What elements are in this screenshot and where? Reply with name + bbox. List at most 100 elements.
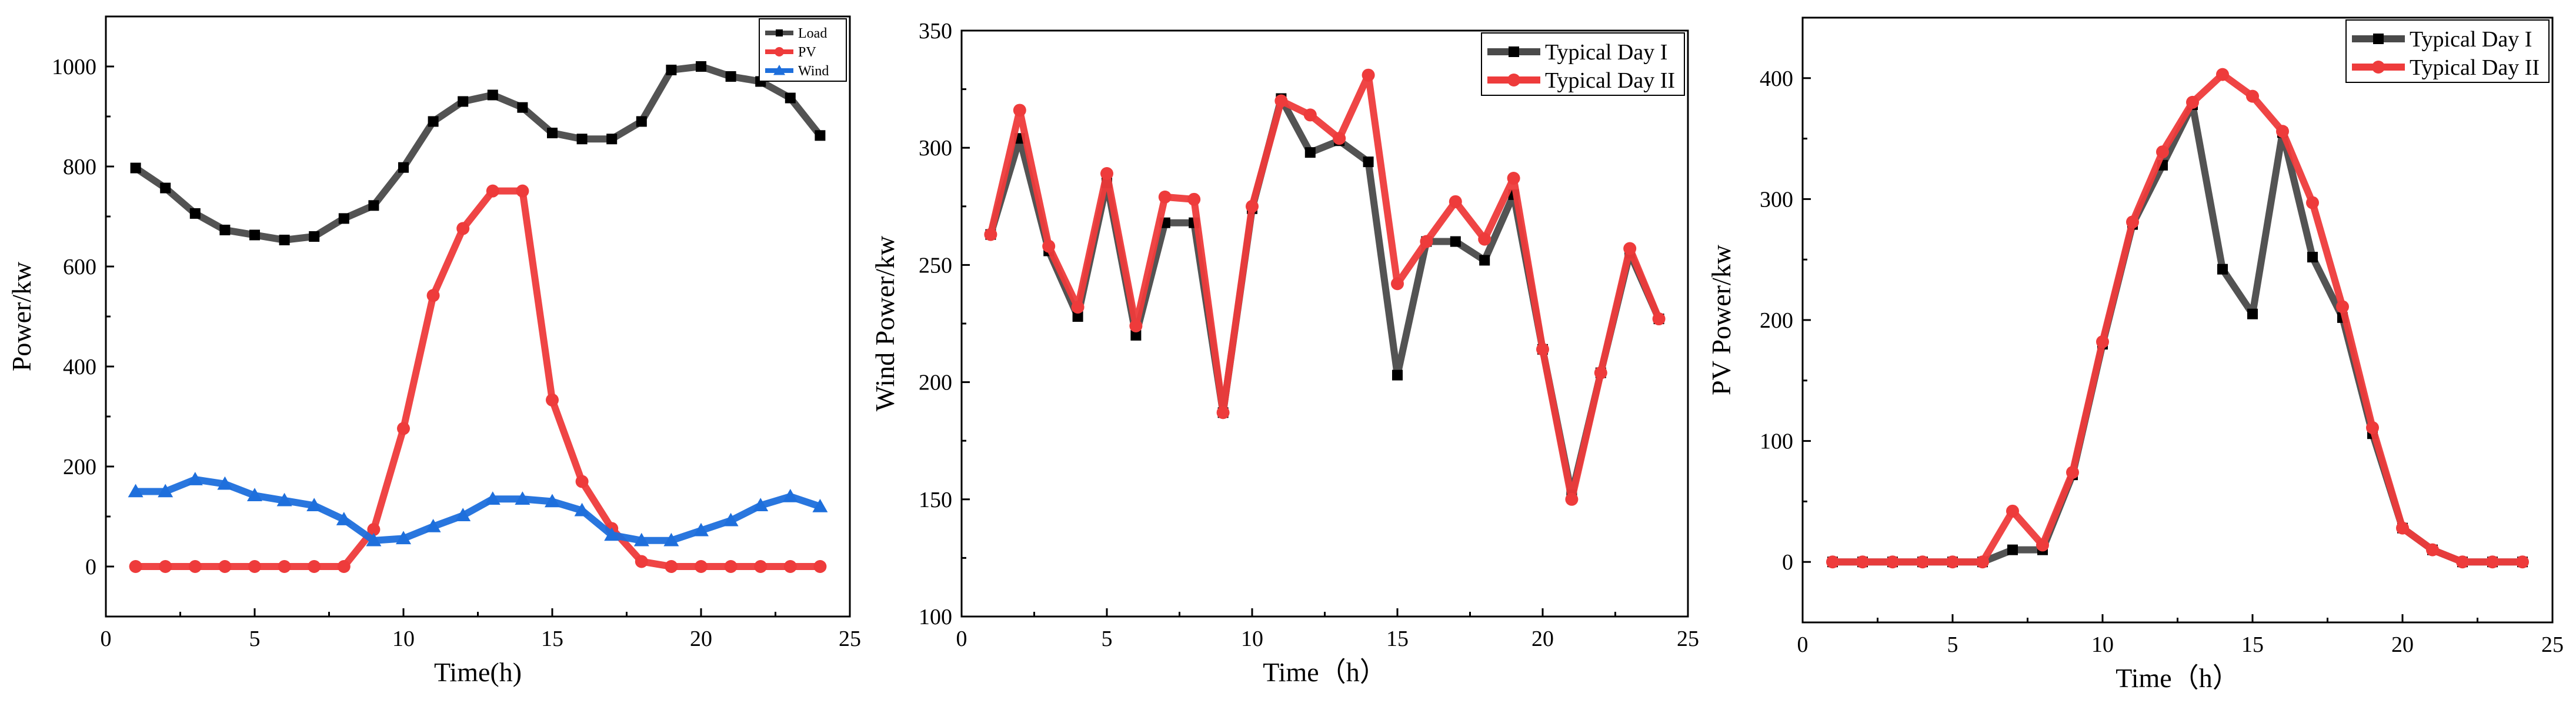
data-point-typical-day-ii: [2066, 466, 2079, 479]
x-tick-label: 5: [249, 627, 261, 651]
legend-label-typical-day-i: Typical Day I: [1545, 40, 1667, 65]
data-point-typical-day-ii: [2096, 335, 2109, 349]
x-tick-label: 10: [392, 627, 415, 651]
data-point-typical-day-ii: [2156, 145, 2169, 159]
legend-marker-pv: [775, 47, 784, 56]
data-point-load: [428, 116, 439, 127]
x-tick-label: 10: [2091, 632, 2114, 657]
data-point-load: [547, 128, 558, 139]
data-point-wind: [723, 512, 739, 527]
x-tick-label: 0: [956, 627, 967, 651]
data-point-wind: [455, 508, 471, 522]
y-tick-label: 600: [63, 255, 96, 279]
data-point-pv: [665, 560, 678, 573]
legend-label-typical-day-ii: Typical Day II: [1545, 68, 1675, 93]
x-tick-label: 10: [1241, 627, 1263, 651]
legend-label-wind: Wind: [798, 64, 829, 79]
data-point-typical-day-ii: [1652, 312, 1666, 326]
data-point-typical-day-ii: [1946, 555, 1959, 569]
data-point-typical-day-i: [1072, 311, 1083, 322]
y-tick-label: 150: [919, 488, 952, 512]
data-point-typical-day-ii: [1013, 104, 1026, 117]
y-tick-label: 200: [63, 455, 96, 479]
data-point-load: [606, 134, 618, 145]
data-point-typical-day-ii: [2366, 421, 2379, 434]
data-point-typical-day-ii: [2306, 196, 2319, 209]
data-point-load: [666, 64, 677, 75]
data-point-load: [189, 208, 201, 219]
legend-label-load: Load: [798, 26, 827, 41]
data-point-load: [785, 92, 796, 104]
data-point-load: [458, 96, 469, 107]
wind-power-chart: 0 5 10 15 20 25 100 150 200 250 300 350 Time（h） Wind …: [870, 19, 1699, 687]
data-point-typical-day-ii: [1333, 132, 1346, 145]
y-tick-label: 400: [1760, 66, 1793, 91]
data-point-load: [160, 182, 171, 194]
y-axis-label: PV Power/kw: [1706, 244, 1736, 395]
y-tick-label: 300: [919, 136, 952, 161]
data-point-pv: [397, 422, 410, 435]
x-tick-label: 20: [690, 627, 712, 651]
data-point-load: [636, 116, 647, 127]
data-point-typical-day-ii: [984, 228, 997, 241]
legend-marker-typical-day-ii: [1507, 74, 1520, 86]
y-tick-label: 100: [919, 605, 952, 629]
data-point-wind: [515, 491, 530, 505]
data-point-typical-day-i: [2217, 264, 2228, 275]
data-point-typical-day-ii: [1856, 555, 1869, 569]
data-point-typical-day-ii: [2126, 215, 2139, 229]
legend-marker-typical-day-i: [2373, 34, 2384, 44]
data-point-typical-day-ii: [1478, 232, 1491, 246]
y-axis-label: Wind Power/kw: [870, 235, 900, 411]
data-point-wind: [663, 532, 679, 547]
y-tick-label: 800: [63, 155, 96, 179]
x-tick-label: 25: [839, 627, 861, 651]
data-point-load: [487, 89, 498, 101]
data-point-typical-day-ii: [2456, 555, 2469, 569]
data-point-typical-day-ii: [2036, 538, 2049, 552]
data-point-load: [725, 71, 736, 82]
y-tick-label: 350: [919, 19, 952, 44]
data-point-typical-day-ii: [1187, 192, 1201, 206]
data-point-typical-day-ii: [2486, 555, 2499, 569]
legend-label-pv: PV: [798, 45, 816, 60]
data-point-typical-day-ii: [1826, 555, 1839, 569]
data-point-typical-day-ii: [1594, 366, 1607, 379]
data-point-wind: [187, 472, 203, 485]
data-point-wind: [128, 484, 144, 498]
data-point-load: [696, 61, 706, 72]
x-tick-label: 25: [1677, 627, 1699, 651]
data-point-typical-day-ii: [1976, 555, 1989, 569]
legend-label-typical-day-i: Typical Day I: [2410, 27, 2532, 52]
load-pv-wind-chart: 0 5 10 15 20 25 0 200 400 600 800 1000 Time(h) Power/…: [6, 15, 861, 687]
data-point-typical-day-ii: [1246, 199, 1259, 213]
y-tick-label: 200: [1760, 308, 1793, 333]
data-point-typical-day-i: [1479, 255, 1490, 266]
data-point-load: [576, 134, 588, 145]
data-point-wind: [336, 512, 352, 525]
data-point-wind: [158, 484, 173, 498]
data-point-load: [219, 224, 231, 235]
data-point-typical-day-ii: [1536, 342, 1549, 356]
data-point-wind: [693, 522, 709, 537]
data-point-pv: [724, 560, 738, 573]
x-tick-label: 5: [1102, 627, 1113, 651]
data-point-pv: [635, 555, 648, 568]
series-line-wind: [132, 476, 824, 544]
data-point-typical-day-ii: [2336, 300, 2349, 314]
data-point-typical-day-ii: [1623, 242, 1637, 255]
data-point-typical-day-ii: [2246, 89, 2259, 103]
data-point-typical-day-ii: [1216, 406, 1230, 419]
x-axis-label: Time(h): [434, 657, 522, 687]
data-point-typical-day-i: [2307, 252, 2318, 263]
data-point-load: [279, 234, 290, 245]
data-point-wind: [396, 531, 411, 545]
data-point-typical-day-i: [1392, 369, 1403, 381]
data-point-pv: [486, 184, 499, 198]
plot-frame: [105, 15, 851, 618]
data-point-typical-day-ii: [2186, 95, 2199, 109]
x-axis-label: Time（h）: [1263, 657, 1386, 687]
pv-power-chart: 0 5 10 15 20 25 0 100 200 300 400 Time（h） PV Power/k…: [1706, 16, 2564, 693]
data-point-load: [249, 229, 260, 241]
data-point-wind: [366, 532, 382, 547]
